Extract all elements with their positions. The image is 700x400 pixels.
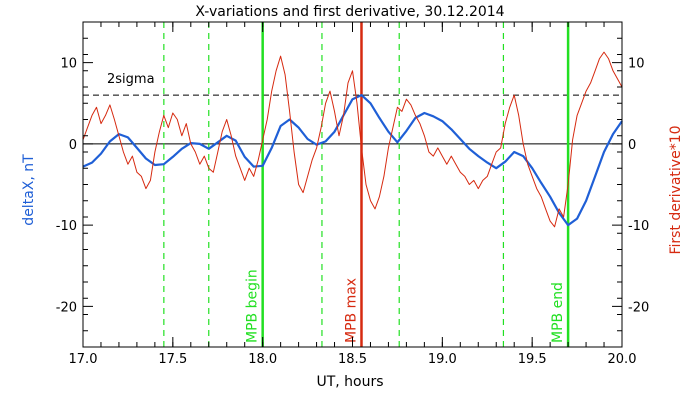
y-tick-label-left-1: 0 [69, 138, 77, 153]
y-tick-label-right-2: -10 [628, 219, 649, 234]
plot-layer: MPB begin MPB max MPB end 17.0 17.5 18.0 18.5 1… [56, 21, 649, 367]
y-axis-label-left: deltaX, nT [21, 154, 37, 226]
y-tick-label-left-0: 10 [60, 57, 77, 72]
y-tick-label-left-3: -20 [56, 300, 77, 315]
vertical-line-label-7: MPB end [550, 282, 566, 343]
vertical-line-label-4: MPB max [343, 278, 359, 343]
y-tick-label-left-2: -10 [56, 219, 77, 234]
x-tick-label-4: 19.0 [428, 352, 457, 367]
threshold-label: 2sigma [107, 72, 155, 87]
x-tick-label-3: 18.5 [338, 352, 367, 367]
vertical-line-label-2: MPB begin [245, 269, 261, 343]
y-tick-label-right-3: -20 [628, 300, 649, 315]
y-tick-label-right-1: 0 [628, 138, 636, 153]
x-tick-label-0: 17.0 [69, 352, 98, 367]
x-tick-label-6: 20.0 [608, 352, 637, 367]
series-line-0 [82, 93, 623, 227]
series-line-1 [82, 51, 623, 228]
x-tick-label-5: 19.5 [518, 352, 547, 367]
chart-title: X-variations and first derivative, 30.12… [195, 4, 504, 20]
y-axis-label-right: First derivative*10 [668, 125, 684, 254]
x-tick-label-2: 18.0 [248, 352, 277, 367]
x-tick-label-1: 17.5 [158, 352, 187, 367]
y-tick-label-right-0: 10 [628, 57, 645, 72]
x-axis-label: UT, hours [316, 374, 383, 390]
